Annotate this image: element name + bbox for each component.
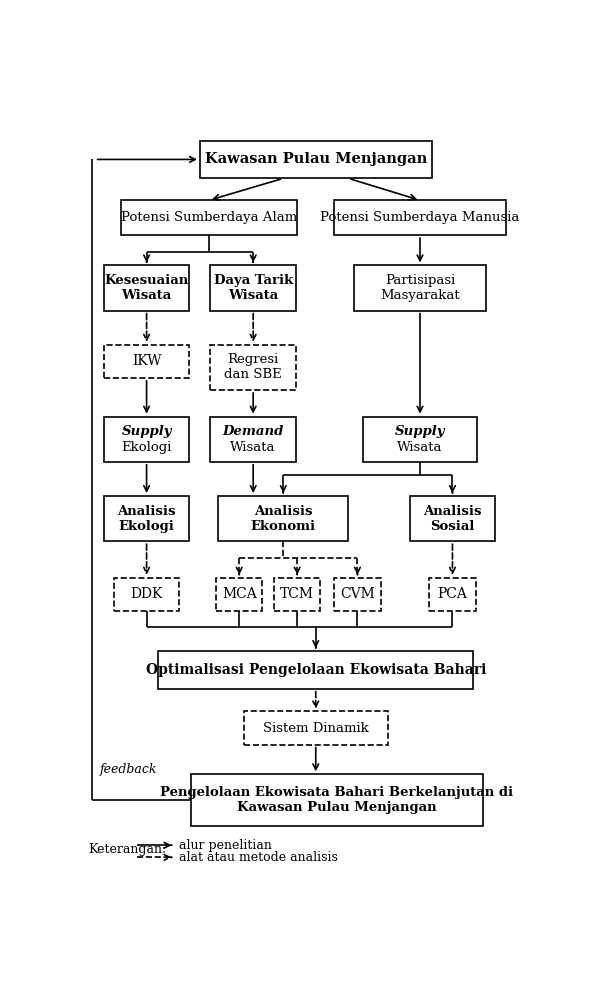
FancyBboxPatch shape	[103, 496, 190, 541]
Text: Regresi
dan SBE: Regresi dan SBE	[224, 354, 282, 381]
FancyBboxPatch shape	[216, 577, 263, 611]
Text: MCA: MCA	[222, 587, 257, 601]
Text: Optimalisasi Pengelolaan Ekowisata Bahari: Optimalisasi Pengelolaan Ekowisata Bahar…	[145, 663, 486, 677]
FancyBboxPatch shape	[354, 265, 486, 310]
FancyBboxPatch shape	[103, 345, 190, 378]
FancyBboxPatch shape	[210, 416, 296, 462]
Text: Kawasan Pulau Menjangan: Kawasan Pulau Menjangan	[205, 152, 427, 166]
Text: Wisata: Wisata	[230, 441, 276, 454]
FancyBboxPatch shape	[334, 577, 380, 611]
Text: Partisipasi
Masyarakat: Partisipasi Masyarakat	[380, 274, 460, 302]
FancyBboxPatch shape	[274, 577, 321, 611]
FancyBboxPatch shape	[114, 577, 179, 611]
FancyBboxPatch shape	[410, 496, 495, 541]
FancyBboxPatch shape	[191, 774, 483, 826]
Text: Pengelolaan Ekowisata Bahari Berkelanjutan di
Kawasan Pulau Menjangan: Pengelolaan Ekowisata Bahari Berkelanjut…	[160, 786, 513, 814]
Text: Wisata: Wisata	[397, 441, 443, 454]
FancyBboxPatch shape	[103, 265, 190, 310]
FancyBboxPatch shape	[200, 140, 432, 179]
Text: IKW: IKW	[132, 355, 161, 368]
Text: Potensi Sumberdaya Alam: Potensi Sumberdaya Alam	[121, 211, 297, 224]
Text: Daya Tarik
Wisata: Daya Tarik Wisata	[213, 274, 293, 302]
Text: CVM: CVM	[340, 587, 375, 601]
Text: Analisis
Ekologi: Analisis Ekologi	[117, 505, 176, 532]
Text: alat atau metode analisis: alat atau metode analisis	[179, 850, 338, 864]
FancyBboxPatch shape	[210, 345, 296, 390]
Text: Sistem Dinamik: Sistem Dinamik	[263, 722, 368, 735]
FancyBboxPatch shape	[103, 416, 190, 462]
FancyBboxPatch shape	[429, 577, 475, 611]
Text: Keterangan:: Keterangan:	[89, 843, 167, 855]
Text: Analisis
Sosial: Analisis Sosial	[423, 505, 482, 532]
FancyBboxPatch shape	[218, 496, 348, 541]
Text: TCM: TCM	[280, 587, 314, 601]
FancyBboxPatch shape	[334, 200, 506, 235]
Text: feedback: feedback	[100, 763, 158, 776]
FancyBboxPatch shape	[210, 265, 296, 310]
FancyBboxPatch shape	[363, 416, 477, 462]
Text: Supply: Supply	[121, 424, 172, 438]
FancyBboxPatch shape	[121, 200, 297, 235]
Text: Potensi Sumberdaya Manusia: Potensi Sumberdaya Manusia	[321, 211, 520, 224]
Text: alur penelitian: alur penelitian	[179, 839, 272, 851]
Text: Kesesuaian
Wisata: Kesesuaian Wisata	[105, 274, 189, 302]
Text: PCA: PCA	[438, 587, 468, 601]
FancyBboxPatch shape	[244, 711, 388, 744]
Text: Demand: Demand	[222, 424, 284, 438]
Text: Supply: Supply	[395, 424, 446, 438]
Text: Analisis
Ekonomi: Analisis Ekonomi	[251, 505, 316, 532]
Text: DDK: DDK	[130, 587, 163, 601]
Text: Ekologi: Ekologi	[121, 441, 172, 454]
FancyBboxPatch shape	[158, 651, 474, 688]
